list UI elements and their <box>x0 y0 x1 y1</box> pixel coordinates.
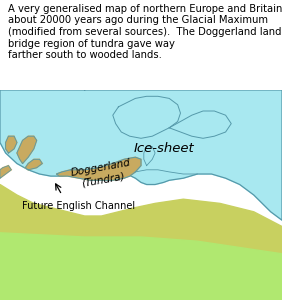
Polygon shape <box>144 147 155 166</box>
Polygon shape <box>0 233 282 300</box>
Polygon shape <box>25 159 42 170</box>
Polygon shape <box>0 184 282 300</box>
Polygon shape <box>17 136 37 164</box>
Text: Ice-sheet: Ice-sheet <box>133 142 194 155</box>
Polygon shape <box>6 136 17 153</box>
Text: Doggerland
(Tundra): Doggerland (Tundra) <box>70 158 133 190</box>
Polygon shape <box>0 166 11 178</box>
Polygon shape <box>0 90 282 220</box>
Text: A very generalised map of northern Europe and Britain
about 20000 years ago duri: A very generalised map of northern Europ… <box>8 4 282 60</box>
Polygon shape <box>56 157 141 180</box>
Text: Future English Channel: Future English Channel <box>22 201 136 211</box>
